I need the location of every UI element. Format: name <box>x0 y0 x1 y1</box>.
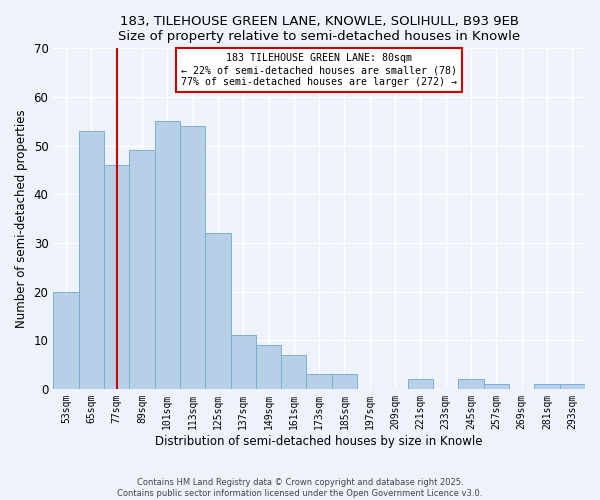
Bar <box>53 292 79 389</box>
Bar <box>155 122 180 389</box>
Bar <box>332 374 357 389</box>
X-axis label: Distribution of semi-detached houses by size in Knowle: Distribution of semi-detached houses by … <box>155 434 483 448</box>
Bar <box>104 165 129 389</box>
Bar <box>79 131 104 389</box>
Text: 183 TILEHOUSE GREEN LANE: 80sqm
← 22% of semi-detached houses are smaller (78)
7: 183 TILEHOUSE GREEN LANE: 80sqm ← 22% of… <box>181 54 457 86</box>
Bar <box>307 374 332 389</box>
Bar <box>129 150 155 389</box>
Bar <box>180 126 205 389</box>
Bar <box>408 379 433 389</box>
Bar <box>230 336 256 389</box>
Bar <box>560 384 585 389</box>
Text: Contains HM Land Registry data © Crown copyright and database right 2025.
Contai: Contains HM Land Registry data © Crown c… <box>118 478 482 498</box>
Y-axis label: Number of semi-detached properties: Number of semi-detached properties <box>15 110 28 328</box>
Bar <box>458 379 484 389</box>
Title: 183, TILEHOUSE GREEN LANE, KNOWLE, SOLIHULL, B93 9EB
Size of property relative t: 183, TILEHOUSE GREEN LANE, KNOWLE, SOLIH… <box>118 15 520 43</box>
Bar <box>535 384 560 389</box>
Bar <box>484 384 509 389</box>
Bar <box>205 233 230 389</box>
Bar <box>281 355 307 389</box>
Bar <box>256 345 281 389</box>
